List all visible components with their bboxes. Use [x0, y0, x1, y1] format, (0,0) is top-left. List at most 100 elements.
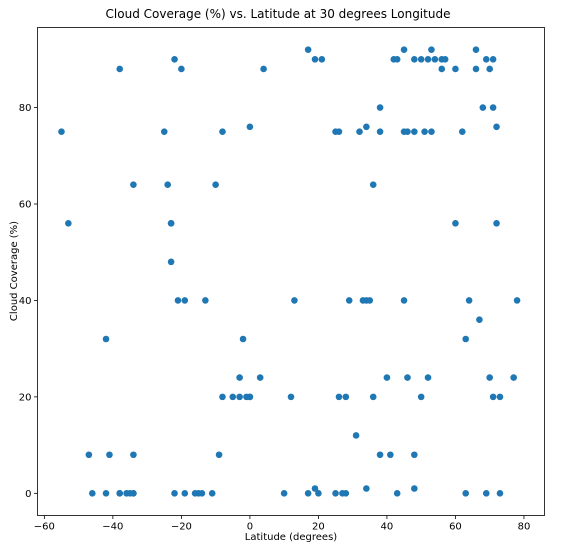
- data-point: [400, 297, 408, 304]
- data-point: [452, 219, 459, 227]
- data-point: [476, 316, 483, 324]
- data-point: [421, 128, 428, 135]
- data-point: [229, 393, 237, 401]
- data-point: [174, 297, 182, 304]
- data-point: [198, 490, 206, 497]
- data-point: [404, 374, 411, 381]
- data-point: [510, 374, 517, 381]
- data-point: [404, 128, 411, 135]
- x-tick-label: 20: [312, 522, 325, 533]
- data-point: [130, 451, 137, 459]
- data-point: [458, 128, 466, 135]
- plot-frame: [37, 27, 545, 516]
- data-point: [383, 374, 391, 381]
- data-point: [65, 219, 72, 227]
- x-tick-label: 80: [518, 522, 531, 533]
- data-point: [356, 128, 363, 135]
- data-point: [452, 65, 459, 73]
- data-point: [482, 490, 490, 497]
- data-point: [489, 393, 497, 401]
- data-point: [376, 451, 384, 459]
- y-tick-label: 20: [19, 392, 32, 403]
- data-point: [116, 65, 124, 73]
- data-point: [171, 490, 178, 497]
- data-point: [411, 128, 418, 135]
- data-point: [212, 181, 219, 189]
- data-point: [256, 374, 264, 381]
- data-point: [486, 65, 493, 73]
- data-point: [489, 104, 497, 111]
- data-point: [315, 490, 322, 497]
- data-point: [102, 335, 110, 343]
- data-point: [219, 393, 226, 401]
- data-point: [342, 393, 350, 401]
- data-point: [335, 393, 343, 401]
- data-point: [496, 393, 504, 401]
- data-point: [428, 128, 435, 135]
- data-point: [345, 297, 353, 304]
- data-point: [428, 46, 435, 53]
- data-point: [318, 56, 326, 63]
- data-point: [387, 451, 394, 459]
- data-point: [236, 374, 243, 381]
- x-tick-label: −40: [102, 522, 123, 533]
- data-point: [369, 393, 377, 401]
- data-point: [363, 485, 370, 492]
- data-point: [482, 56, 490, 63]
- data-point: [411, 485, 418, 492]
- data-point: [417, 393, 425, 401]
- data-point: [366, 297, 374, 304]
- data-point: [486, 374, 493, 381]
- data-point: [58, 128, 65, 135]
- y-tick-label: 0: [25, 489, 31, 500]
- data-point: [465, 297, 473, 304]
- data-point: [400, 46, 408, 53]
- data-point: [369, 181, 377, 189]
- data-point: [424, 56, 432, 63]
- data-point: [342, 490, 350, 497]
- data-point: [411, 56, 418, 63]
- data-point: [246, 393, 254, 401]
- data-point: [493, 123, 500, 131]
- data-point: [332, 490, 339, 497]
- data-point: [363, 123, 370, 131]
- data-point: [462, 490, 470, 497]
- data-point: [178, 65, 185, 73]
- y-axis-label: Cloud Coverage (%): [9, 221, 20, 321]
- data-point: [171, 56, 178, 63]
- data-point: [441, 56, 449, 63]
- x-tick-label: 40: [381, 522, 394, 533]
- y-tick-label: 60: [19, 199, 32, 210]
- data-point: [280, 490, 288, 497]
- data-point: [181, 297, 189, 304]
- data-point: [208, 490, 216, 497]
- chart-title: Cloud Coverage (%) vs. Latitude at 30 de…: [106, 7, 451, 21]
- x-tick-label: 0: [247, 522, 253, 533]
- data-point: [160, 128, 168, 135]
- data-point: [102, 490, 110, 497]
- data-point: [431, 56, 439, 63]
- data-point: [472, 65, 480, 73]
- data-point: [311, 485, 319, 492]
- data-point: [89, 490, 96, 497]
- data-point: [167, 258, 175, 266]
- data-point: [393, 56, 401, 63]
- data-point: [376, 104, 384, 111]
- data-point: [304, 46, 312, 53]
- data-point: [438, 65, 446, 73]
- data-point: [130, 490, 137, 497]
- data-point: [479, 104, 487, 111]
- x-tick-label: 60: [449, 522, 462, 533]
- data-point: [417, 56, 425, 63]
- data-point: [304, 490, 312, 497]
- x-axis-label: Latitude (degrees): [245, 532, 337, 543]
- plot-area: [58, 46, 521, 497]
- data-point: [164, 181, 171, 189]
- data-point: [287, 393, 295, 401]
- x-tick-label: −60: [34, 522, 55, 533]
- data-point: [291, 297, 298, 304]
- data-point: [236, 393, 243, 401]
- data-point: [106, 451, 113, 459]
- x-tick-label: −20: [171, 522, 192, 533]
